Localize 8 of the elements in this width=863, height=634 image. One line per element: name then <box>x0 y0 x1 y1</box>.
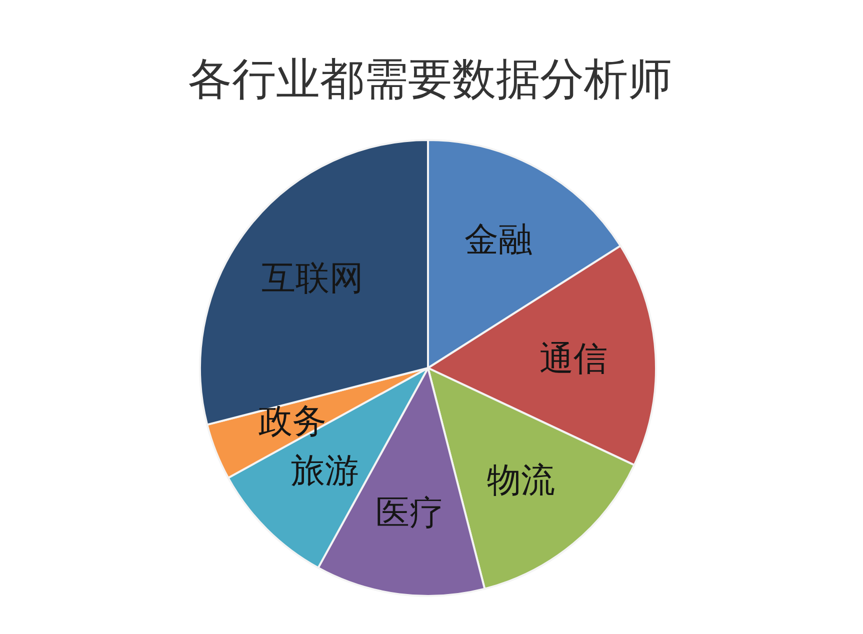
slice-label: 政务 <box>258 402 326 442</box>
slice-label: 通信 <box>540 338 608 379</box>
slice-label: 医疗 <box>376 492 444 533</box>
slice-label: 物流 <box>487 460 556 500</box>
slice-label: 互联网 <box>262 258 364 299</box>
slice-label: 旅游 <box>290 451 359 492</box>
slice-label: 金融 <box>464 220 532 260</box>
chart-title: 各行业都需要数据分析师 <box>188 54 672 105</box>
